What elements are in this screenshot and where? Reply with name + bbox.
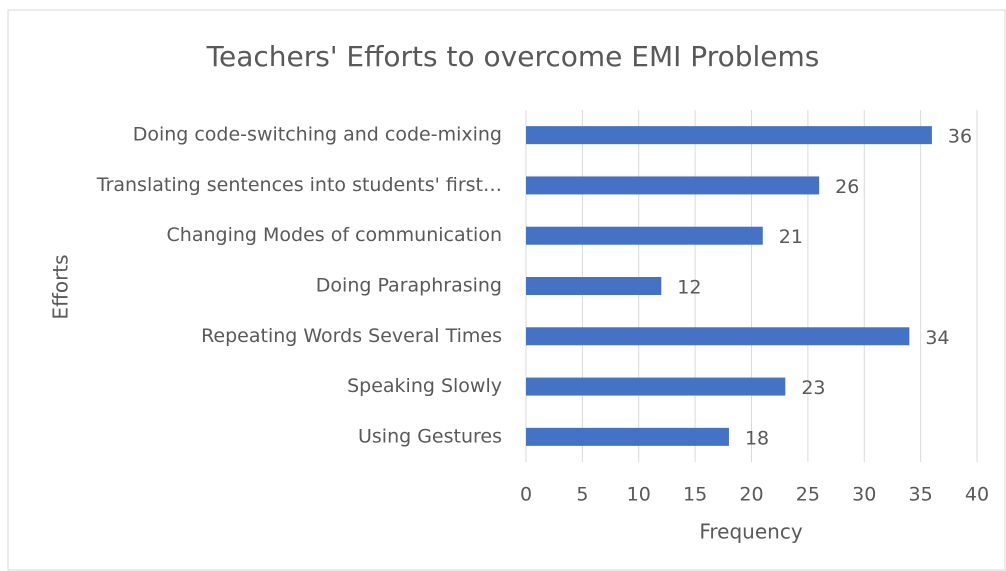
y-axis-label: Efforts — [49, 254, 73, 319]
y-tick-label: Doing Paraphrasing — [316, 275, 502, 297]
y-tick-label: Repeating Words Several Times — [201, 325, 502, 347]
chart-border — [7, 9, 1006, 571]
x-axis-label: Frequency — [699, 520, 802, 544]
bar — [526, 327, 910, 346]
data-label: 21 — [779, 226, 803, 248]
bar — [526, 377, 786, 396]
data-label: 18 — [745, 427, 769, 449]
bar — [526, 126, 932, 145]
bar — [526, 176, 820, 195]
data-label: 12 — [677, 277, 701, 299]
x-tick-label: 20 — [739, 484, 763, 506]
bar — [526, 226, 763, 245]
y-tick-label: Using Gestures — [358, 425, 502, 447]
x-tick-label: 25 — [796, 484, 820, 506]
chart-title: Teachers' Efforts to overcome EMI Proble… — [206, 40, 820, 73]
y-tick-label: Translating sentences into students' fir… — [96, 174, 502, 196]
data-label: 23 — [801, 377, 825, 399]
x-tick-label: 30 — [852, 484, 876, 506]
y-tick-label: Doing code-switching and code-mixing — [133, 124, 502, 146]
x-tick-label: 15 — [683, 484, 707, 506]
x-tick-label: 5 — [576, 484, 588, 506]
bar — [526, 277, 662, 295]
x-tick-label: 0 — [520, 484, 532, 506]
bar — [526, 427, 729, 446]
x-tick-label: 10 — [627, 484, 651, 506]
data-label: 26 — [835, 176, 859, 198]
y-tick-label: Changing Modes of communication — [167, 224, 502, 246]
data-label: 34 — [925, 327, 949, 349]
y-tick-label: Speaking Slowly — [347, 375, 502, 397]
data-label: 36 — [948, 126, 972, 148]
x-tick-label: 35 — [909, 484, 933, 506]
x-tick-label: 40 — [965, 484, 989, 506]
